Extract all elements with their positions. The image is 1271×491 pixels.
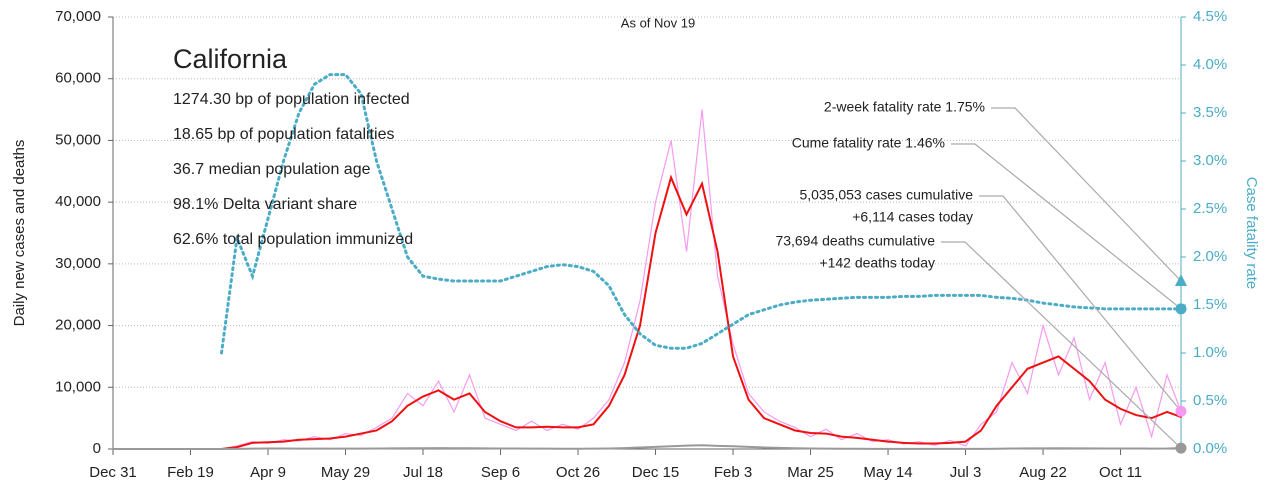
subtitle: As of Nov 19 [621, 15, 695, 30]
series-line [112, 174, 1182, 450]
y2-tick-label: 4.5% [1193, 8, 1227, 25]
series-line [112, 444, 1182, 450]
y2-tick-label: 3.0% [1193, 152, 1227, 169]
y2-tick-label: 2.0% [1193, 248, 1227, 265]
y-tick-label: 50,000 [55, 131, 101, 148]
leader-line [979, 195, 1182, 412]
y-tick-label: 70,000 [55, 8, 101, 25]
chart-title: California [173, 44, 288, 74]
end-marker [1175, 303, 1187, 315]
x-tick-label: Jul 18 [403, 464, 443, 481]
callout: +142 deaths today [819, 255, 935, 271]
y-tick-label: 10,000 [55, 378, 101, 395]
x-tick-label: Dec 15 [632, 464, 680, 481]
x-tick-label: Feb 19 [167, 464, 214, 481]
x-tick-label: Feb 3 [714, 464, 752, 481]
x-tick-label: Dec 31 [89, 464, 137, 481]
y2-tick-label: 1.0% [1193, 344, 1227, 361]
note: 18.65 bp of population fatalities [173, 126, 395, 143]
y2-tick-label: 3.5% [1193, 104, 1227, 121]
y2-tick-label: 0.5% [1193, 392, 1227, 409]
y-tick-label: 40,000 [55, 193, 101, 210]
x-tick-label: Oct 11 [1099, 464, 1142, 481]
y2-tick-label: 4.0% [1193, 56, 1227, 73]
note: 62.6% total population immunized [173, 231, 413, 248]
x-tick-label: Oct 26 [556, 464, 600, 481]
x-tick-label: Sep 6 [481, 464, 520, 481]
callout: 73,694 deaths cumulative [775, 233, 935, 249]
x-tick-label: Aug 22 [1019, 464, 1067, 481]
y2-tick-label: 0.0% [1193, 440, 1227, 457]
x-tick-label: Apr 9 [250, 464, 286, 481]
callout: Cume fatality rate 1.46% [792, 135, 945, 151]
x-tick-label: May 14 [863, 464, 912, 481]
y-tick-label: 0 [93, 440, 101, 457]
series-line [220, 73, 1183, 355]
y2-tick-label: 2.5% [1193, 200, 1227, 217]
x-tick-label: Mar 25 [787, 464, 834, 481]
y-tick-label: 20,000 [55, 317, 101, 334]
y-axis-label: Daily new cases and deaths [11, 140, 28, 327]
callout: +6,114 cases today [852, 209, 973, 225]
callout: 5,035,053 cases cumulative [799, 187, 973, 203]
end-marker [1175, 274, 1187, 286]
note: 98.1% Delta variant share [173, 196, 357, 213]
note: 1274.30 bp of population infected [173, 91, 410, 108]
y2-axis-label: Case fatality rate [1243, 177, 1260, 290]
y-tick-label: 60,000 [55, 70, 101, 87]
end-marker [1175, 405, 1187, 417]
leader-line [991, 107, 1182, 282]
note: 36.7 median population age [173, 161, 371, 178]
x-tick-label: May 29 [321, 464, 370, 481]
y-tick-label: 30,000 [55, 255, 101, 272]
y2-tick-label: 1.5% [1193, 296, 1227, 313]
leader-line [941, 241, 1182, 449]
x-tick-label: Jul 3 [950, 464, 982, 481]
end-marker [1175, 442, 1187, 454]
callout: 2-week fatality rate 1.75% [824, 99, 985, 115]
leader-line [951, 143, 1182, 310]
